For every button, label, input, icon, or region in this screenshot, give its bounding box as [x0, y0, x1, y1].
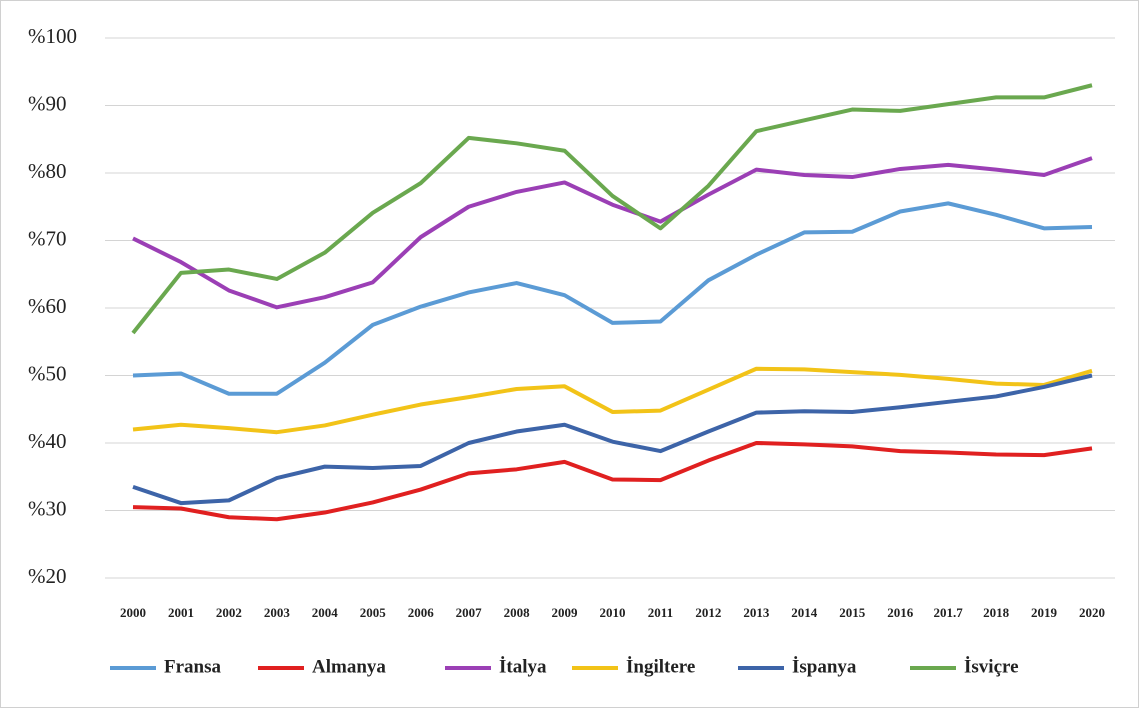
x-tick-label: 2002	[216, 605, 242, 620]
legend-label: Almanya	[312, 656, 386, 677]
series-line	[132, 441, 1093, 522]
y-tick-label: %90	[28, 91, 67, 115]
series-line	[132, 373, 1093, 506]
y-tick-label: %80	[28, 159, 67, 183]
legend-label: İspanya	[792, 656, 857, 677]
y-tick-label: %50	[28, 361, 67, 385]
y-tick-label: %60	[28, 294, 67, 318]
x-tick-label: 2008	[504, 605, 531, 620]
x-tick-label: 2011	[648, 605, 673, 620]
x-tick-label: 2019	[1031, 605, 1058, 620]
x-tick-label: 2014	[791, 605, 818, 620]
y-tick-label: %70	[28, 226, 67, 250]
x-tick-label: 201.7	[934, 605, 964, 620]
x-tick-label: 2016	[887, 605, 914, 620]
legend-label: İngiltere	[626, 656, 695, 677]
x-tick-label: 2007	[456, 605, 483, 620]
x-tick-label: 2018	[983, 605, 1010, 620]
x-tick-label: 2005	[360, 605, 387, 620]
x-tick-label: 2001	[168, 605, 194, 620]
x-tick-label: 2003	[264, 605, 291, 620]
x-tick-label: 2009	[552, 605, 579, 620]
x-tick-label: 2004	[312, 605, 339, 620]
series-line	[132, 366, 1093, 435]
x-tick-label: 2010	[600, 605, 626, 620]
x-tick-label: 2015	[839, 605, 866, 620]
y-tick-label: %20	[28, 564, 67, 588]
legend-label: İsviçre	[964, 656, 1019, 677]
x-tick-label: 2020	[1079, 605, 1105, 620]
x-tick-label: 2012	[695, 605, 721, 620]
y-tick-label: %100	[28, 24, 77, 48]
x-tick-label: 2013	[743, 605, 770, 620]
series-line	[131, 83, 1093, 335]
x-tick-label: 2006	[408, 605, 435, 620]
y-tick-label: %40	[28, 429, 67, 453]
x-tick-label: 2000	[120, 605, 146, 620]
legend-label: Fransa	[164, 656, 222, 677]
y-tick-label: %30	[28, 496, 67, 520]
series-line	[132, 201, 1093, 396]
legend-label: İtalya	[499, 656, 547, 677]
series-line	[132, 156, 1093, 310]
